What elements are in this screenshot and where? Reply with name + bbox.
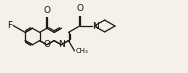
- Text: O: O: [76, 4, 83, 13]
- Text: CH₃: CH₃: [75, 48, 88, 54]
- Text: N: N: [92, 22, 99, 31]
- Text: F: F: [7, 21, 12, 30]
- Text: O: O: [43, 40, 50, 49]
- Text: O: O: [43, 6, 50, 15]
- Text: N: N: [58, 40, 65, 49]
